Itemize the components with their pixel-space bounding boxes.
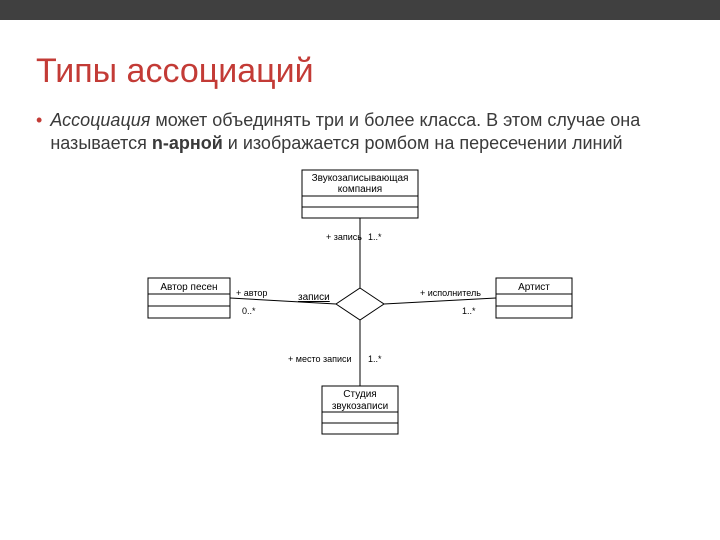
bullet-seg-4: и изображается ромбом на пересечении лин…	[223, 133, 623, 153]
class-songwriter: Автор песен	[148, 278, 230, 318]
edge-right	[384, 298, 496, 304]
mult-left: 0..*	[242, 306, 256, 316]
slide-content: Типы ассоциаций • Ассоциация может объед…	[0, 20, 720, 444]
bullet-item: • Ассоциация может объединять три и боле…	[36, 109, 684, 156]
slide-topbar	[0, 0, 720, 20]
slide-title: Типы ассоциаций	[36, 52, 684, 91]
class-artist: Артист	[496, 278, 572, 318]
role-top: + запись	[326, 232, 362, 242]
class-company-label2: компания	[338, 184, 382, 195]
mult-right: 1..*	[462, 306, 476, 316]
class-artist-label: Артист	[518, 282, 550, 293]
class-songwriter-label: Автор песен	[160, 282, 217, 293]
bullet-bold: n-арной	[152, 133, 223, 153]
class-studio: Студия звукозаписи	[322, 386, 398, 434]
association-name: записи	[298, 292, 330, 303]
mult-top: 1..*	[368, 232, 382, 242]
class-studio-label1: Студия	[343, 389, 376, 400]
nary-diamond-icon	[336, 288, 384, 320]
bullet-emph-1: Ассоциация	[50, 110, 150, 130]
role-right: + исполнитель	[420, 288, 481, 298]
role-bottom: + место записи	[288, 354, 352, 364]
bullet-text: Ассоциация может объединять три и более …	[50, 109, 684, 156]
class-company-label1: Звукозаписывающая	[312, 173, 409, 184]
bullet-dot-icon: •	[36, 109, 42, 132]
uml-diagram: записи Звукозаписывающая компания + запи…	[130, 164, 590, 444]
class-company: Звукозаписывающая компания	[302, 170, 418, 218]
mult-bottom: 1..*	[368, 354, 382, 364]
role-left: + автор	[236, 288, 267, 298]
diagram-container: записи Звукозаписывающая компания + запи…	[36, 164, 684, 444]
class-studio-label2: звукозаписи	[332, 401, 388, 412]
